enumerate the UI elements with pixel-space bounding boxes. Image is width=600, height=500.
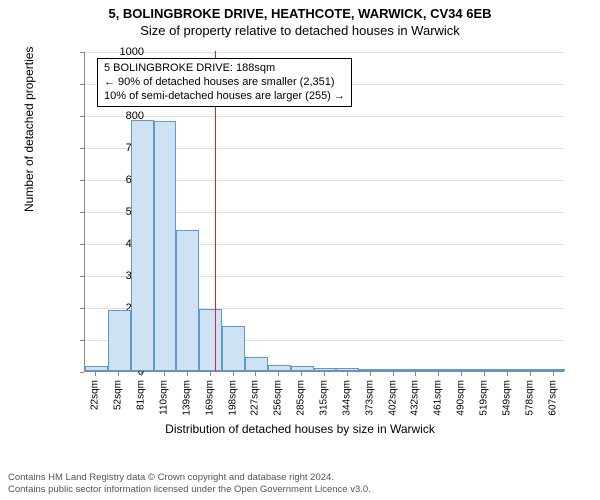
plot-area: 5 BOLINGBROKE DRIVE: 188sqm ← 90% of det… xyxy=(84,52,564,372)
x-axis-label: Distribution of detached houses by size … xyxy=(28,422,572,436)
main-title: 5, BOLINGBROKE DRIVE, HEATHCOTE, WARWICK… xyxy=(0,6,600,21)
y-axis-label: Number of detached properties xyxy=(22,47,36,212)
x-tick-label: 549sqm xyxy=(501,380,512,416)
x-tick-label: 461sqm xyxy=(433,380,444,416)
x-tick-mark xyxy=(370,372,371,376)
title-block: 5, BOLINGBROKE DRIVE, HEATHCOTE, WARWICK… xyxy=(0,0,600,38)
y-tick-mark xyxy=(80,340,84,341)
x-tick-mark xyxy=(530,372,531,376)
x-tick-mark xyxy=(438,372,439,376)
histogram-bar xyxy=(131,120,154,371)
x-tick-label: 432sqm xyxy=(410,380,421,416)
histogram-bar xyxy=(176,230,199,371)
histogram-bar xyxy=(291,366,314,371)
histogram-bar xyxy=(245,357,268,371)
x-tick-mark xyxy=(118,372,119,376)
histogram-bar xyxy=(428,369,451,371)
x-tick-label: 198sqm xyxy=(227,380,238,416)
histogram-bar xyxy=(222,326,245,371)
x-tick-label: 169sqm xyxy=(204,380,215,416)
histogram-bar xyxy=(359,369,382,371)
x-tick-label: 373sqm xyxy=(364,380,375,416)
histogram-bar xyxy=(154,121,177,371)
y-tick-mark xyxy=(80,148,84,149)
x-tick-label: 139sqm xyxy=(181,380,192,416)
x-tick-label: 344sqm xyxy=(341,380,352,416)
x-tick-mark xyxy=(553,372,554,376)
x-tick-mark xyxy=(255,372,256,376)
histogram-bar xyxy=(314,368,337,371)
y-tick-mark xyxy=(80,116,84,117)
x-tick-label: 607sqm xyxy=(547,380,558,416)
sub-title: Size of property relative to detached ho… xyxy=(0,23,600,38)
y-tick-mark xyxy=(80,84,84,85)
x-tick-label: 81sqm xyxy=(136,380,147,410)
x-tick-mark xyxy=(233,372,234,376)
x-tick-mark xyxy=(301,372,302,376)
x-tick-mark xyxy=(347,372,348,376)
x-tick-mark xyxy=(95,372,96,376)
histogram-bar xyxy=(199,309,222,371)
histogram-bar xyxy=(108,310,131,371)
x-tick-mark xyxy=(461,372,462,376)
x-tick-mark xyxy=(278,372,279,376)
x-tick-mark xyxy=(507,372,508,376)
y-tick-mark xyxy=(80,180,84,181)
x-tick-label: 227sqm xyxy=(250,380,261,416)
x-tick-mark xyxy=(210,372,211,376)
chart-area: Number of detached properties 5 BOLINGBR… xyxy=(28,44,572,424)
x-tick-label: 578sqm xyxy=(524,380,535,416)
x-tick-label: 519sqm xyxy=(479,380,490,416)
histogram-bar xyxy=(542,369,565,371)
x-tick-mark xyxy=(393,372,394,376)
x-tick-label: 315sqm xyxy=(319,380,330,416)
gridline xyxy=(85,52,564,53)
x-tick-label: 110sqm xyxy=(159,380,170,415)
x-tick-label: 402sqm xyxy=(387,380,398,416)
footer-line-1: Contains HM Land Registry data © Crown c… xyxy=(8,472,371,484)
x-tick-label: 256sqm xyxy=(273,380,284,416)
footer-line-2: Contains public sector information licen… xyxy=(8,484,371,496)
y-tick-mark xyxy=(80,52,84,53)
y-tick-mark xyxy=(80,308,84,309)
histogram-bar xyxy=(336,368,359,371)
histogram-bar xyxy=(268,365,291,371)
y-tick-mark xyxy=(80,244,84,245)
y-tick-mark xyxy=(80,372,84,373)
x-tick-mark xyxy=(484,372,485,376)
annotation-line-1: 5 BOLINGBROKE DRIVE: 188sqm xyxy=(104,62,345,76)
annotation-box: 5 BOLINGBROKE DRIVE: 188sqm ← 90% of det… xyxy=(97,58,352,107)
x-tick-label: 52sqm xyxy=(113,380,124,410)
histogram-bar xyxy=(474,369,497,371)
annotation-line-2: ← 90% of detached houses are smaller (2,… xyxy=(104,76,345,90)
y-tick-mark xyxy=(80,276,84,277)
annotation-line-3: 10% of semi-detached houses are larger (… xyxy=(104,90,345,104)
histogram-bar xyxy=(496,369,519,371)
x-tick-mark xyxy=(324,372,325,376)
histogram-bar xyxy=(451,369,474,371)
histogram-bar xyxy=(405,369,428,371)
x-tick-mark xyxy=(415,372,416,376)
gridline xyxy=(85,116,564,117)
x-tick-label: 490sqm xyxy=(456,380,467,416)
x-tick-mark xyxy=(141,372,142,376)
footer-attribution: Contains HM Land Registry data © Crown c… xyxy=(8,472,371,496)
x-tick-label: 22sqm xyxy=(90,380,101,410)
x-tick-mark xyxy=(164,372,165,376)
histogram-bar xyxy=(382,369,405,371)
histogram-bar xyxy=(85,366,108,371)
x-tick-label: 285sqm xyxy=(296,380,307,416)
histogram-bar xyxy=(519,369,542,371)
x-tick-mark xyxy=(187,372,188,376)
y-tick-label: 1000 xyxy=(104,46,144,58)
y-tick-mark xyxy=(80,212,84,213)
